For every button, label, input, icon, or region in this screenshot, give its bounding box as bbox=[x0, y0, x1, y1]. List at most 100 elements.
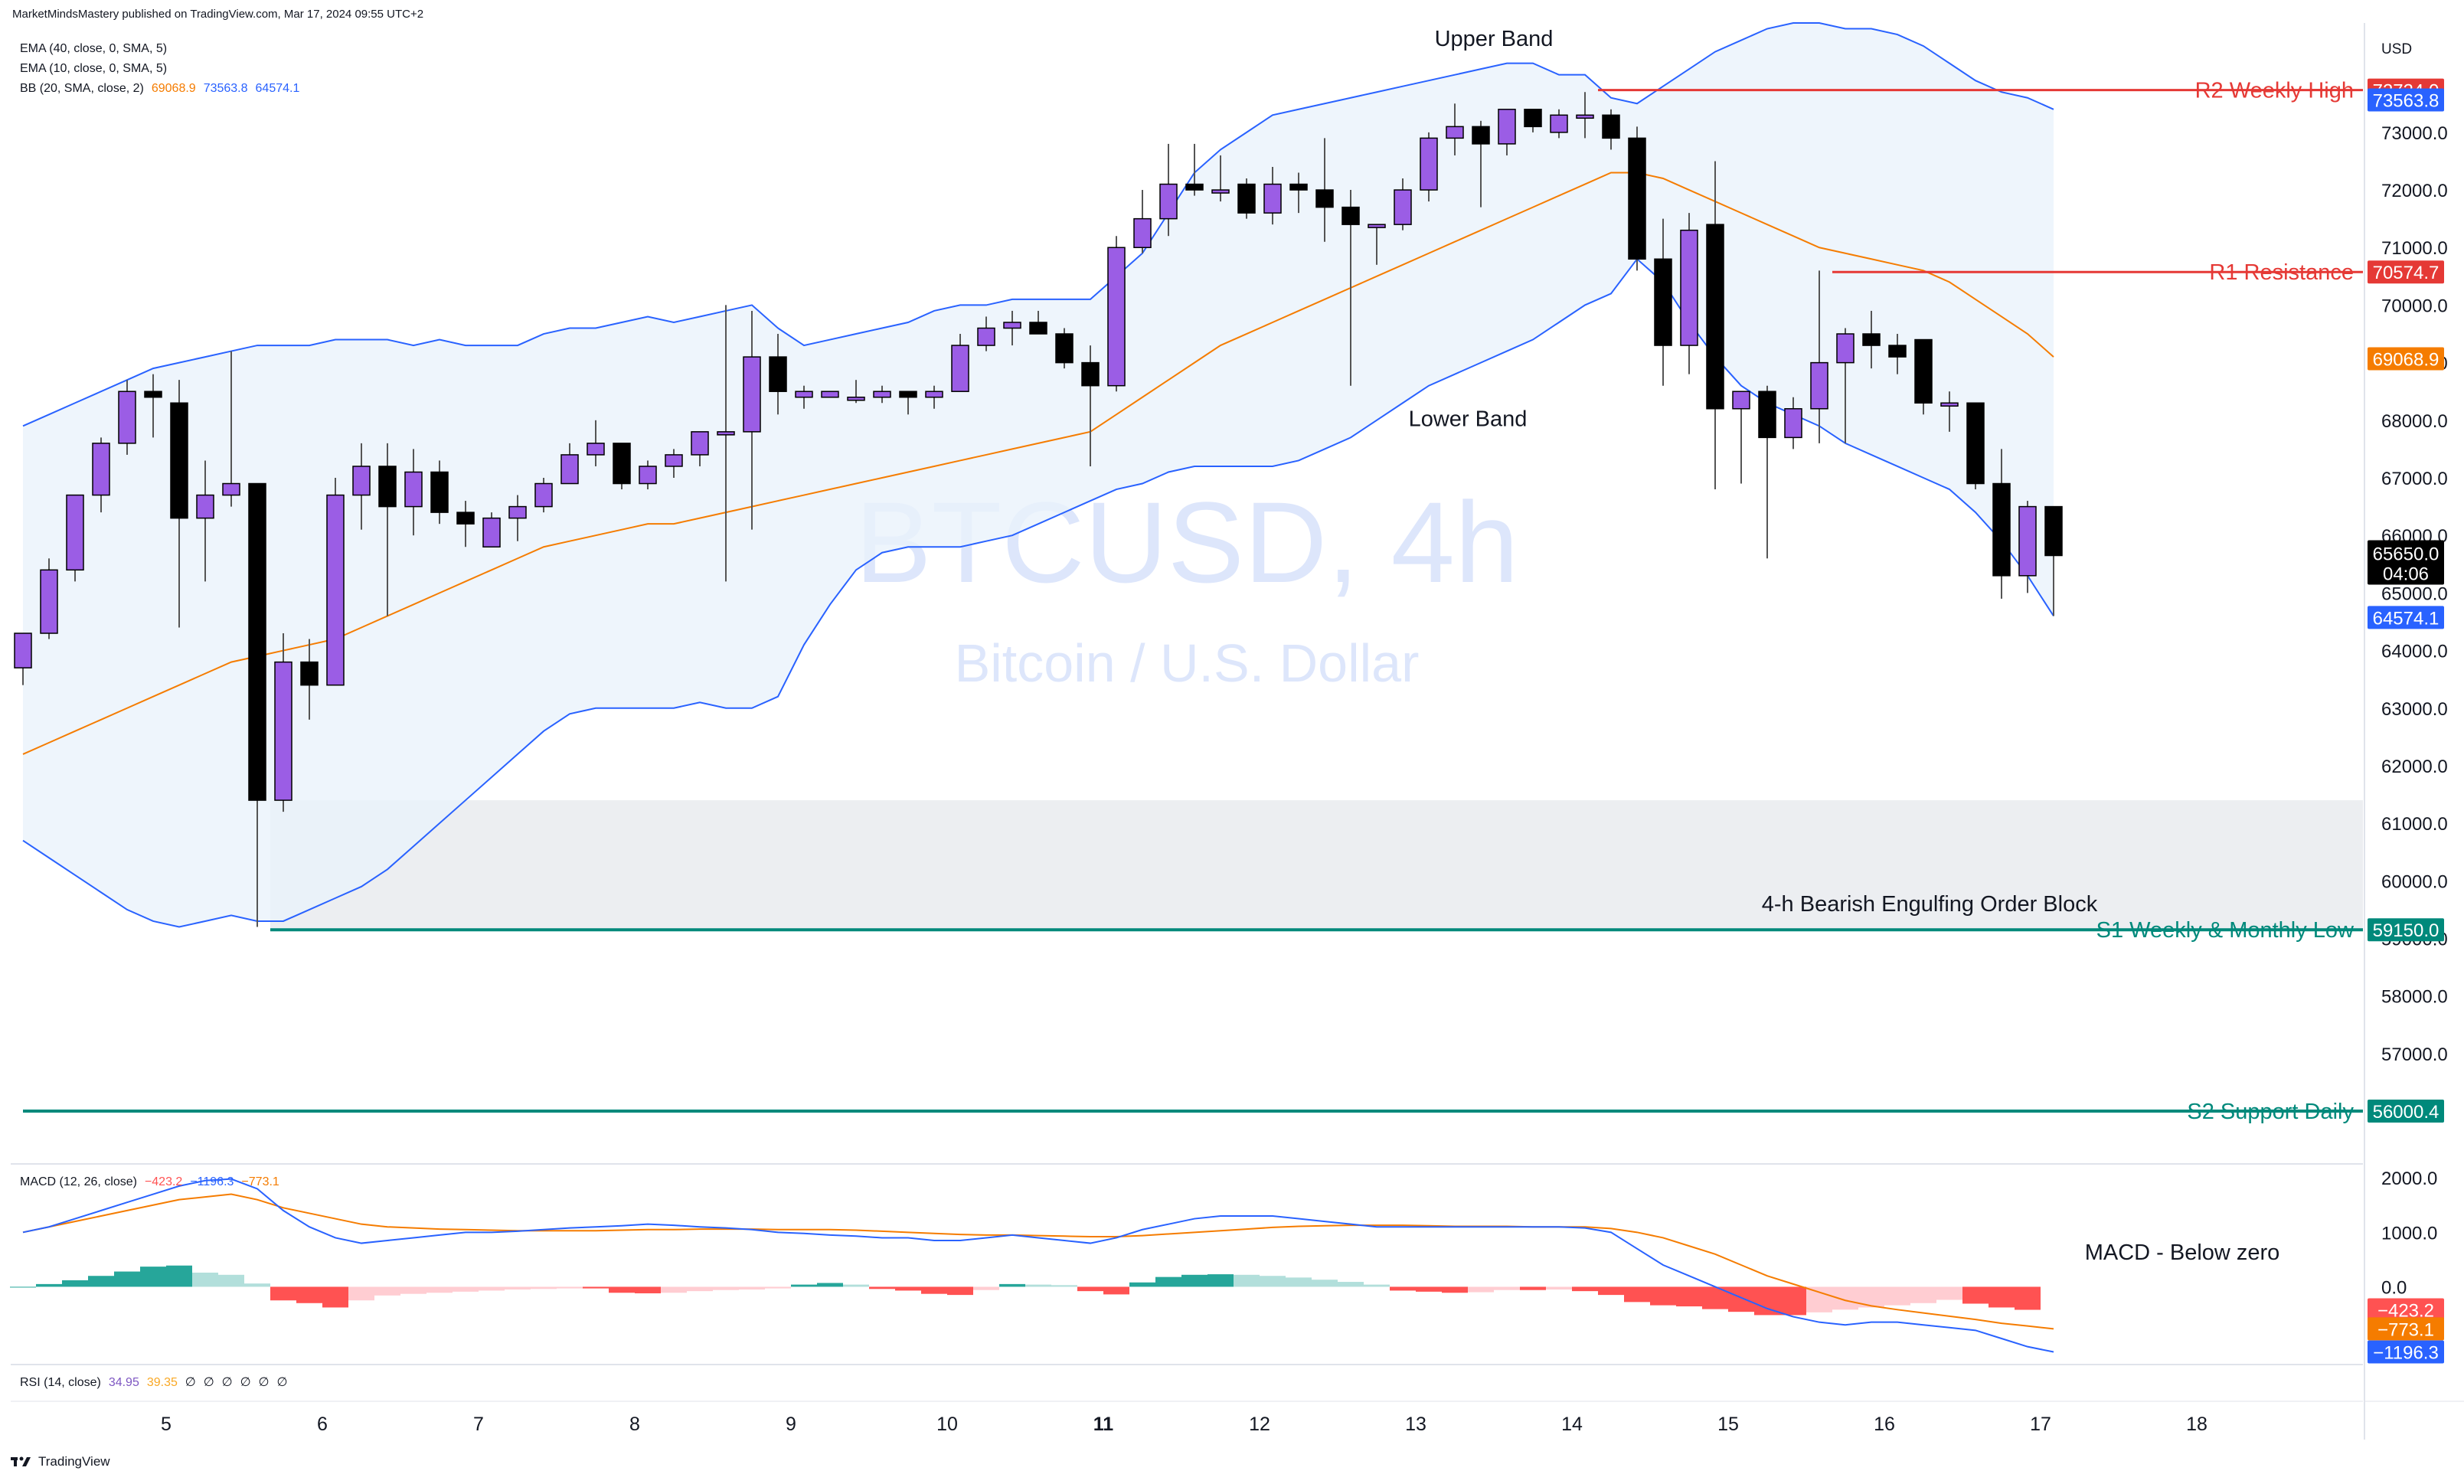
candle-body bbox=[717, 431, 735, 436]
macd-histogram-bar bbox=[374, 1286, 400, 1296]
candle-body bbox=[665, 454, 683, 467]
candle-body bbox=[769, 356, 787, 392]
order-block-rect bbox=[270, 800, 2363, 930]
time-tick-label: 6 bbox=[317, 1414, 328, 1435]
macd-histogram-bar bbox=[166, 1265, 192, 1287]
price-tick-label: 67000.0 bbox=[2381, 469, 2448, 489]
candle-body bbox=[1081, 361, 1100, 387]
macd-histogram-bar bbox=[583, 1286, 609, 1289]
candle-body bbox=[1185, 183, 1204, 191]
time-tick-label: 18 bbox=[2186, 1414, 2207, 1435]
macd-tick-label: 2000.0 bbox=[2381, 1169, 2437, 1189]
currency-label[interactable]: USD bbox=[2381, 41, 2413, 57]
macd-histogram-bar bbox=[1962, 1286, 1989, 1304]
time-tick-label: 16 bbox=[1874, 1414, 1895, 1435]
bollinger-fill bbox=[23, 23, 2054, 927]
level-label: R1 Resistance bbox=[2209, 260, 2354, 285]
macd-histogram-bar bbox=[36, 1283, 62, 1287]
candle-body bbox=[873, 391, 891, 398]
candle-body bbox=[1758, 391, 1776, 439]
macd-histogram-bar bbox=[62, 1280, 88, 1287]
level-price-tag-bg bbox=[2368, 1100, 2444, 1123]
price-tick-label: 60000.0 bbox=[2381, 871, 2448, 892]
price-tick-label: 57000.0 bbox=[2381, 1044, 2448, 1065]
candlestick-series bbox=[14, 92, 2063, 927]
bollinger-upper-line bbox=[22, 22, 2054, 427]
candle-body bbox=[118, 391, 136, 444]
bb-legend-value: 69068.9 bbox=[152, 82, 196, 95]
rsi-legend-label: RSI (14, close) bbox=[20, 1376, 101, 1389]
price-tick-label: 73000.0 bbox=[2381, 123, 2448, 144]
candle-body bbox=[1784, 408, 1802, 439]
macd-histogram-bar bbox=[791, 1284, 817, 1287]
macd-histogram-bar bbox=[453, 1286, 479, 1292]
candle-body bbox=[1862, 333, 1881, 346]
level-price-tag-bg bbox=[2368, 260, 2444, 284]
macd-histogram-bar bbox=[869, 1286, 895, 1290]
macd-histogram-bar bbox=[1520, 1286, 1546, 1290]
macd-legend-value: −1196.3 bbox=[190, 1175, 234, 1188]
macd-histogram-bar bbox=[739, 1286, 765, 1290]
price-tick-label: 65000.0 bbox=[2381, 583, 2448, 604]
rsi-legend-value: ∅ bbox=[204, 1376, 214, 1389]
candle-body bbox=[847, 396, 865, 401]
candle-body bbox=[482, 517, 501, 548]
macd-histogram-bar bbox=[1546, 1286, 1572, 1290]
macd-histogram-bar bbox=[1312, 1280, 1338, 1287]
time-tick-label: 17 bbox=[2030, 1414, 2051, 1435]
macd-signal-line bbox=[22, 1193, 2054, 1330]
rsi-legend-value: 39.35 bbox=[147, 1376, 178, 1389]
price-axis[interactable]: 57000.058000.059000.060000.061000.062000… bbox=[11, 23, 2464, 1440]
time-axis[interactable]: 5 6 7 8 9 10 11 12 13 14 15 16 17 18 bbox=[161, 1414, 2207, 1435]
level-label: S1 Weekly & Monthly Low bbox=[2096, 918, 2355, 943]
macd-histogram-bar bbox=[1650, 1286, 1676, 1306]
candle-body bbox=[2018, 505, 2037, 577]
candle-body bbox=[1315, 189, 1334, 208]
candle-body bbox=[1394, 189, 1412, 225]
candle-body bbox=[899, 391, 917, 398]
order-block-label: 4-h Bearish Engulfing Order Block bbox=[1762, 892, 2098, 917]
candle-body bbox=[1341, 206, 1360, 225]
bb-legend: BB (20, SMA, close, 2) 69068.9 73563.8 6457… bbox=[20, 82, 299, 95]
indicator-price-tag-bg bbox=[2368, 606, 2444, 629]
band-annotation: Upper Band bbox=[1435, 27, 1554, 51]
macd-histogram-bar bbox=[88, 1276, 114, 1287]
macd-histogram-bar bbox=[244, 1283, 270, 1287]
candle-body bbox=[170, 402, 188, 519]
macd-histogram-bar bbox=[1390, 1286, 1416, 1291]
level-price-tag-bg bbox=[2368, 918, 2444, 942]
candle-body bbox=[66, 494, 84, 571]
bb-legend-value: 64574.1 bbox=[256, 82, 300, 95]
macd-histogram-bar bbox=[348, 1286, 374, 1301]
candle-body bbox=[587, 443, 605, 456]
candle-body bbox=[613, 443, 631, 485]
macd-histogram-bar bbox=[1051, 1285, 1077, 1287]
candle-body bbox=[274, 661, 292, 801]
macd-histogram-bar bbox=[114, 1271, 140, 1287]
published-note: MarketMindsMastery published on TradingV… bbox=[12, 8, 424, 21]
candle-body bbox=[1003, 322, 1021, 329]
price-tick-label: 68000.0 bbox=[2381, 411, 2448, 432]
candle-body bbox=[795, 391, 813, 398]
macd-histogram-bar bbox=[1780, 1286, 1806, 1316]
macd-histogram-bar bbox=[765, 1286, 791, 1289]
candle-body bbox=[1211, 189, 1230, 194]
macd-histogram-bar bbox=[140, 1267, 166, 1287]
macd-histogram-bar bbox=[1077, 1286, 1103, 1292]
macd-histogram-bar bbox=[609, 1286, 635, 1293]
price-tick-label: 61000.0 bbox=[2381, 814, 2448, 835]
macd-histogram-bar bbox=[1338, 1282, 1364, 1287]
macd-value-tag: −1196.3 bbox=[2373, 1343, 2439, 1364]
chart-legend: EMA (40, close, 0, SMA, 5) EMA (10, close… bbox=[20, 42, 299, 1389]
macd-value-tag: −773.1 bbox=[2377, 1319, 2434, 1340]
time-tick-label: 8 bbox=[629, 1414, 640, 1435]
price-tick-label: 71000.0 bbox=[2381, 238, 2448, 259]
macd-pane: MACD - Below zero bbox=[10, 1178, 2279, 1353]
candle-body bbox=[1706, 224, 1724, 410]
candle-body bbox=[326, 494, 345, 686]
macd-legend-value: −773.1 bbox=[241, 1175, 279, 1188]
candle-body bbox=[1992, 482, 2011, 577]
candle-body bbox=[925, 391, 943, 398]
macd-histogram-bar bbox=[1494, 1286, 1520, 1290]
